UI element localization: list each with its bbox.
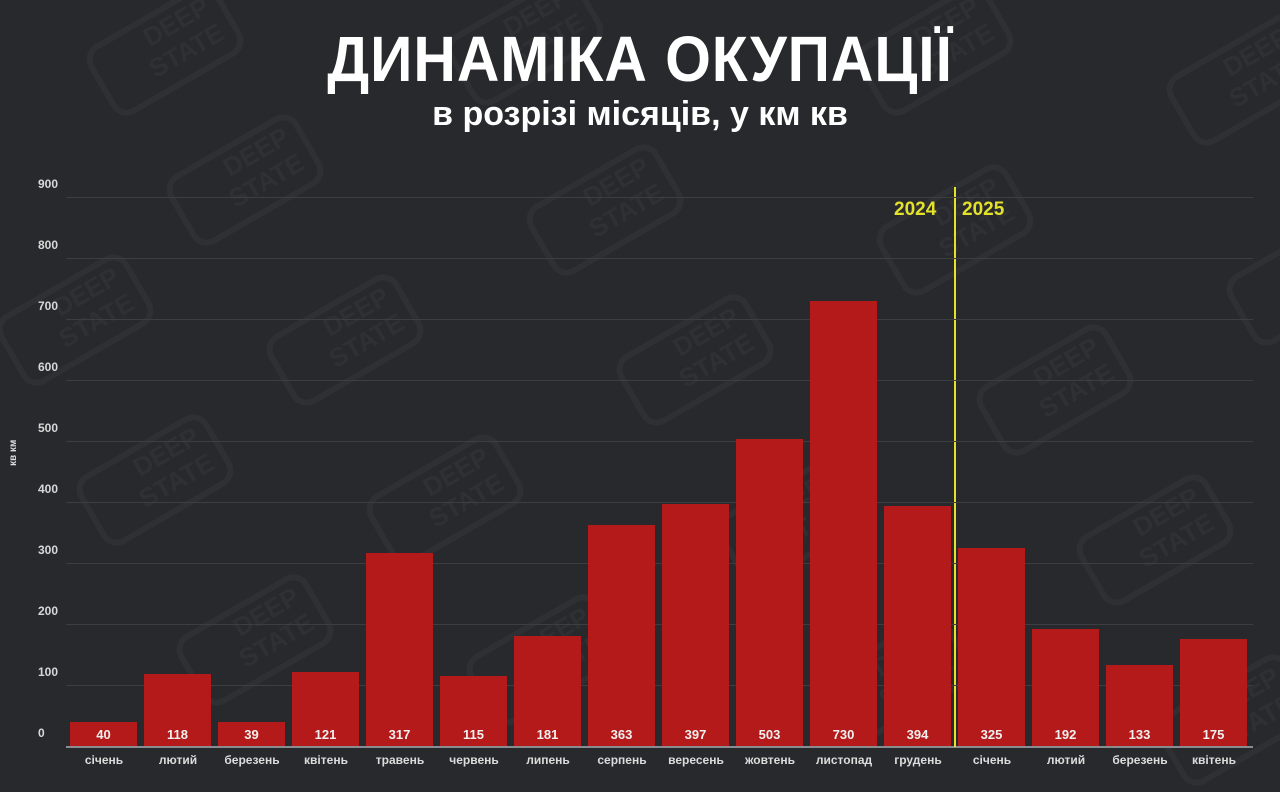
x-category-label: жовтень [745, 753, 795, 767]
bar[interactable]: 397 [662, 503, 729, 746]
bar[interactable]: 363 [588, 524, 655, 746]
bar-value-label: 121 [314, 726, 337, 742]
year-label-2024: 2024 [894, 199, 937, 220]
gridline [66, 197, 1253, 198]
bar-value-label: 39 [244, 726, 259, 742]
bar-value-label: 394 [906, 726, 929, 742]
year-divider [954, 187, 956, 747]
y-tick-label: 900 [38, 177, 59, 191]
y-tick-label: 400 [38, 482, 59, 496]
x-category-label: липень [526, 753, 570, 767]
bar-value-label: 730 [832, 726, 855, 742]
bar[interactable]: 503 [736, 439, 803, 746]
bar[interactable]: 39 [218, 722, 285, 746]
y-tick-label: 200 [38, 604, 59, 618]
bar[interactable]: 394 [884, 505, 951, 746]
x-axis-line [66, 746, 1253, 748]
x-category-label: січень [972, 753, 1012, 767]
bar-value-label: 397 [684, 726, 707, 742]
bar[interactable]: 192 [1032, 628, 1099, 746]
x-category-label: лютий [158, 753, 198, 767]
y-tick-label: 300 [38, 543, 59, 557]
bar[interactable]: 118 [144, 674, 211, 746]
bar[interactable]: 121 [292, 672, 359, 746]
x-category-label: березень [1112, 753, 1168, 767]
y-axis-label: кв км [8, 439, 19, 466]
x-category-label: листопад [815, 753, 873, 767]
x-category-label: березень [224, 753, 280, 767]
gridline [66, 258, 1253, 259]
x-category-label: квітень [1192, 753, 1236, 767]
x-category-label: лютий [1046, 753, 1086, 767]
bar[interactable]: 115 [440, 675, 507, 746]
bar-value-label: 40 [96, 726, 111, 742]
y-tick-label: 700 [38, 299, 59, 313]
x-category-label: вересень [668, 753, 724, 767]
y-tick-label: 0 [38, 726, 45, 740]
gridline [66, 502, 1253, 503]
chart-subtitle: в розрізі місяців, у км кв [432, 95, 848, 133]
bar-value-label: 181 [536, 726, 559, 742]
bar-value-label: 363 [610, 726, 633, 742]
y-tick-label: 800 [38, 238, 59, 252]
x-category-label: травень [375, 753, 425, 767]
gridline [66, 685, 1253, 686]
y-tick-label: 600 [38, 360, 59, 374]
bar[interactable]: 325 [958, 547, 1025, 746]
bar-value-label: 175 [1202, 727, 1225, 742]
gridline [66, 624, 1253, 625]
y-tick-label: 100 [38, 665, 59, 679]
x-category-label: січень [84, 753, 124, 767]
gridline [66, 380, 1253, 381]
bar[interactable]: 175 [1180, 639, 1247, 746]
bar-value-label: 503 [758, 726, 781, 742]
x-category-label: червень [449, 753, 499, 767]
bar-value-label: 115 [463, 726, 484, 742]
gridline [66, 563, 1253, 564]
x-category-label: серпень [597, 753, 647, 767]
bar-value-label: 133 [1128, 726, 1151, 742]
y-tick-label: 500 [38, 421, 59, 435]
bar[interactable]: 317 [366, 552, 433, 746]
bar-value-label: 118 [167, 726, 188, 742]
bar[interactable]: 40 [70, 721, 137, 746]
chart-title: ДИНАМІКА ОКУПАЦІЇ [327, 23, 953, 95]
gridline [66, 319, 1253, 320]
bar[interactable]: 730 [810, 300, 877, 746]
x-category-label: квітень [304, 753, 348, 767]
bar[interactable]: 133 [1106, 664, 1173, 746]
year-label-2025: 2025 [962, 199, 1005, 220]
bar-value-label: 317 [388, 726, 411, 742]
bar[interactable]: 181 [514, 635, 581, 746]
gridline [66, 441, 1253, 442]
bar-value-label: 192 [1054, 726, 1077, 742]
bar-value-label: 325 [980, 727, 1003, 742]
x-category-label: грудень [894, 753, 942, 767]
